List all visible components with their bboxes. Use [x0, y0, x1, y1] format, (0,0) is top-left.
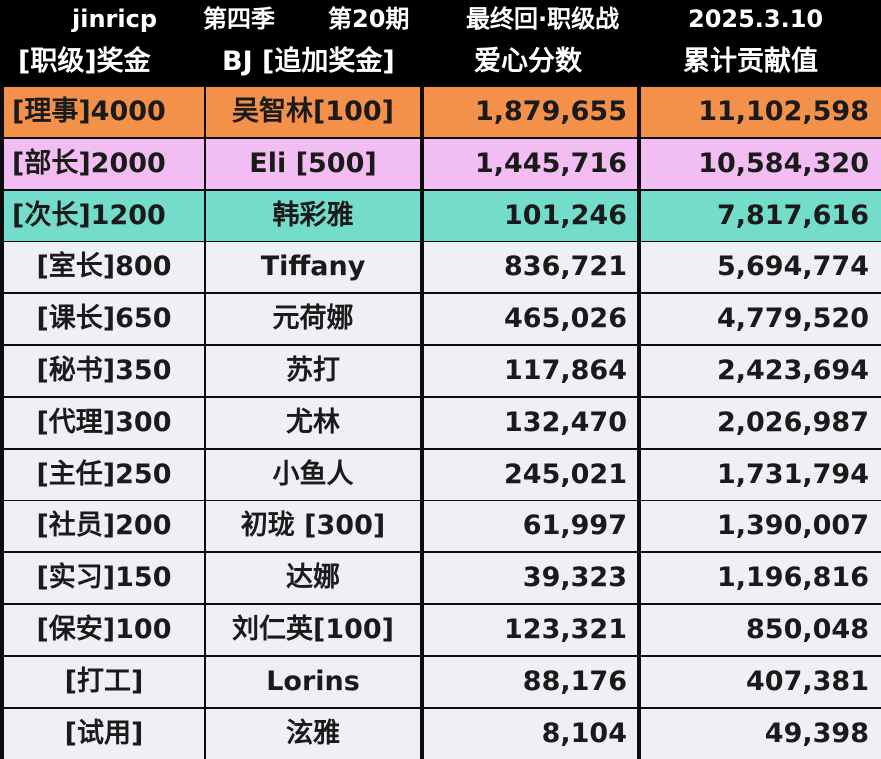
total-contribution-cell: 49,398 [641, 709, 881, 759]
total-contribution-cell: 850,048 [641, 605, 881, 655]
table-row: [主任]250 小鱼人 245,021 1,731,794 [0, 450, 881, 500]
table-row: [室长]800 Tiffany 836,721 5,694,774 [0, 242, 881, 292]
table-row: [打工] Lorins 88,176 407,381 [0, 657, 881, 707]
bj-name-cell: 元荷娜 [206, 294, 420, 344]
total-contribution-cell: 10,584,320 [641, 139, 881, 189]
table-row: [实习]150 达娜 39,323 1,196,816 [0, 553, 881, 603]
rank-prize-cell: [实习]150 [4, 553, 204, 603]
table-row: [次长]1200 韩彩雅 101,246 7,817,616 [0, 191, 881, 241]
bj-name-cell: 初珑 [300] [206, 501, 420, 551]
bj-name-cell: 达娜 [206, 553, 420, 603]
rank-prize-cell: [试用] [4, 709, 204, 759]
channel-name: jinricp [72, 5, 158, 33]
rank-prize-cell: [打工] [4, 657, 204, 707]
total-contribution-cell: 5,694,774 [641, 242, 881, 292]
love-score-cell: 1,445,716 [424, 139, 637, 189]
bj-name-cell: Eli [500] [206, 139, 420, 189]
table-row: [试用] 泫雅 8,104 49,398 [0, 709, 881, 759]
event-label: 最终回·职级战 [466, 5, 620, 33]
table-row: [代理]300 尤林 132,470 2,026,987 [0, 398, 881, 448]
rank-prize-cell: [保安]100 [4, 605, 204, 655]
bj-name-cell: 小鱼人 [206, 450, 420, 500]
table-row: [课长]650 元荷娜 465,026 4,779,520 [0, 294, 881, 344]
rank-prize-cell: [代理]300 [4, 398, 204, 448]
rank-prize-cell: [课长]650 [4, 294, 204, 344]
love-score-cell: 8,104 [424, 709, 637, 759]
rank-prize-cell: [次长]1200 [4, 191, 204, 241]
love-score-cell: 123,321 [424, 605, 637, 655]
love-score-cell: 61,997 [424, 501, 637, 551]
bj-name-cell: Lorins [206, 657, 420, 707]
love-score-cell: 132,470 [424, 398, 637, 448]
rank-prize-cell: [主任]250 [4, 450, 204, 500]
rank-prize-cell: [秘书]350 [4, 346, 204, 396]
love-score-cell: 101,246 [424, 191, 637, 241]
table-row: [理事]4000 吴智林[100] 1,879,655 11,102,598 [0, 87, 881, 137]
header-rank-prize: [职级]奖金 [18, 46, 151, 77]
season-label: 第四季 [203, 5, 275, 33]
love-score-cell: 836,721 [424, 242, 637, 292]
rank-prize-cell: [部长]2000 [4, 139, 204, 189]
header-bj-bonus: BJ [追加奖金] [222, 46, 395, 77]
total-contribution-cell: 11,102,598 [641, 87, 881, 137]
table-row: [保安]100 刘仁英[100] 123,321 850,048 [0, 605, 881, 655]
table-row: [部长]2000 Eli [500] 1,445,716 10,584,320 [0, 139, 881, 189]
bj-name-cell: 泫雅 [206, 709, 420, 759]
bj-name-cell: 尤林 [206, 398, 420, 448]
total-contribution-cell: 2,423,694 [641, 346, 881, 396]
table-row: [社员]200 初珑 [300] 61,997 1,390,007 [0, 501, 881, 551]
bj-name-cell: 刘仁英[100] [206, 605, 420, 655]
total-contribution-cell: 1,196,816 [641, 553, 881, 603]
love-score-cell: 39,323 [424, 553, 637, 603]
total-contribution-cell: 2,026,987 [641, 398, 881, 448]
title-bar: jinricp 第四季 第20期 最终回·职级战 2025.3.10 [0, 0, 881, 38]
love-score-cell: 117,864 [424, 346, 637, 396]
total-contribution-cell: 7,817,616 [641, 191, 881, 241]
bj-name-cell: 苏打 [206, 346, 420, 396]
love-score-cell: 1,879,655 [424, 87, 637, 137]
rank-prize-cell: [社员]200 [4, 501, 204, 551]
total-contribution-cell: 1,390,007 [641, 501, 881, 551]
table-row: [秘书]350 苏打 117,864 2,423,694 [0, 346, 881, 396]
love-score-cell: 88,176 [424, 657, 637, 707]
rank-prize-cell: [理事]4000 [4, 87, 204, 137]
bj-name-cell: Tiffany [206, 242, 420, 292]
rank-prize-cell: [室长]800 [4, 242, 204, 292]
total-contribution-cell: 1,731,794 [641, 450, 881, 500]
table-header: [职级]奖金 BJ [追加奖金] 爱心分数 累计贡献值 [0, 38, 881, 86]
love-score-cell: 245,021 [424, 450, 637, 500]
date-label: 2025.3.10 [688, 5, 824, 33]
love-score-cell: 465,026 [424, 294, 637, 344]
total-contribution-cell: 4,779,520 [641, 294, 881, 344]
bj-name-cell: 韩彩雅 [206, 191, 420, 241]
total-contribution-cell: 407,381 [641, 657, 881, 707]
header-total-contribution: 累计贡献值 [683, 46, 818, 77]
header-love-score: 爱心分数 [474, 46, 582, 77]
episode-label: 第20期 [328, 5, 410, 33]
bj-name-cell: 吴智林[100] [206, 87, 420, 137]
